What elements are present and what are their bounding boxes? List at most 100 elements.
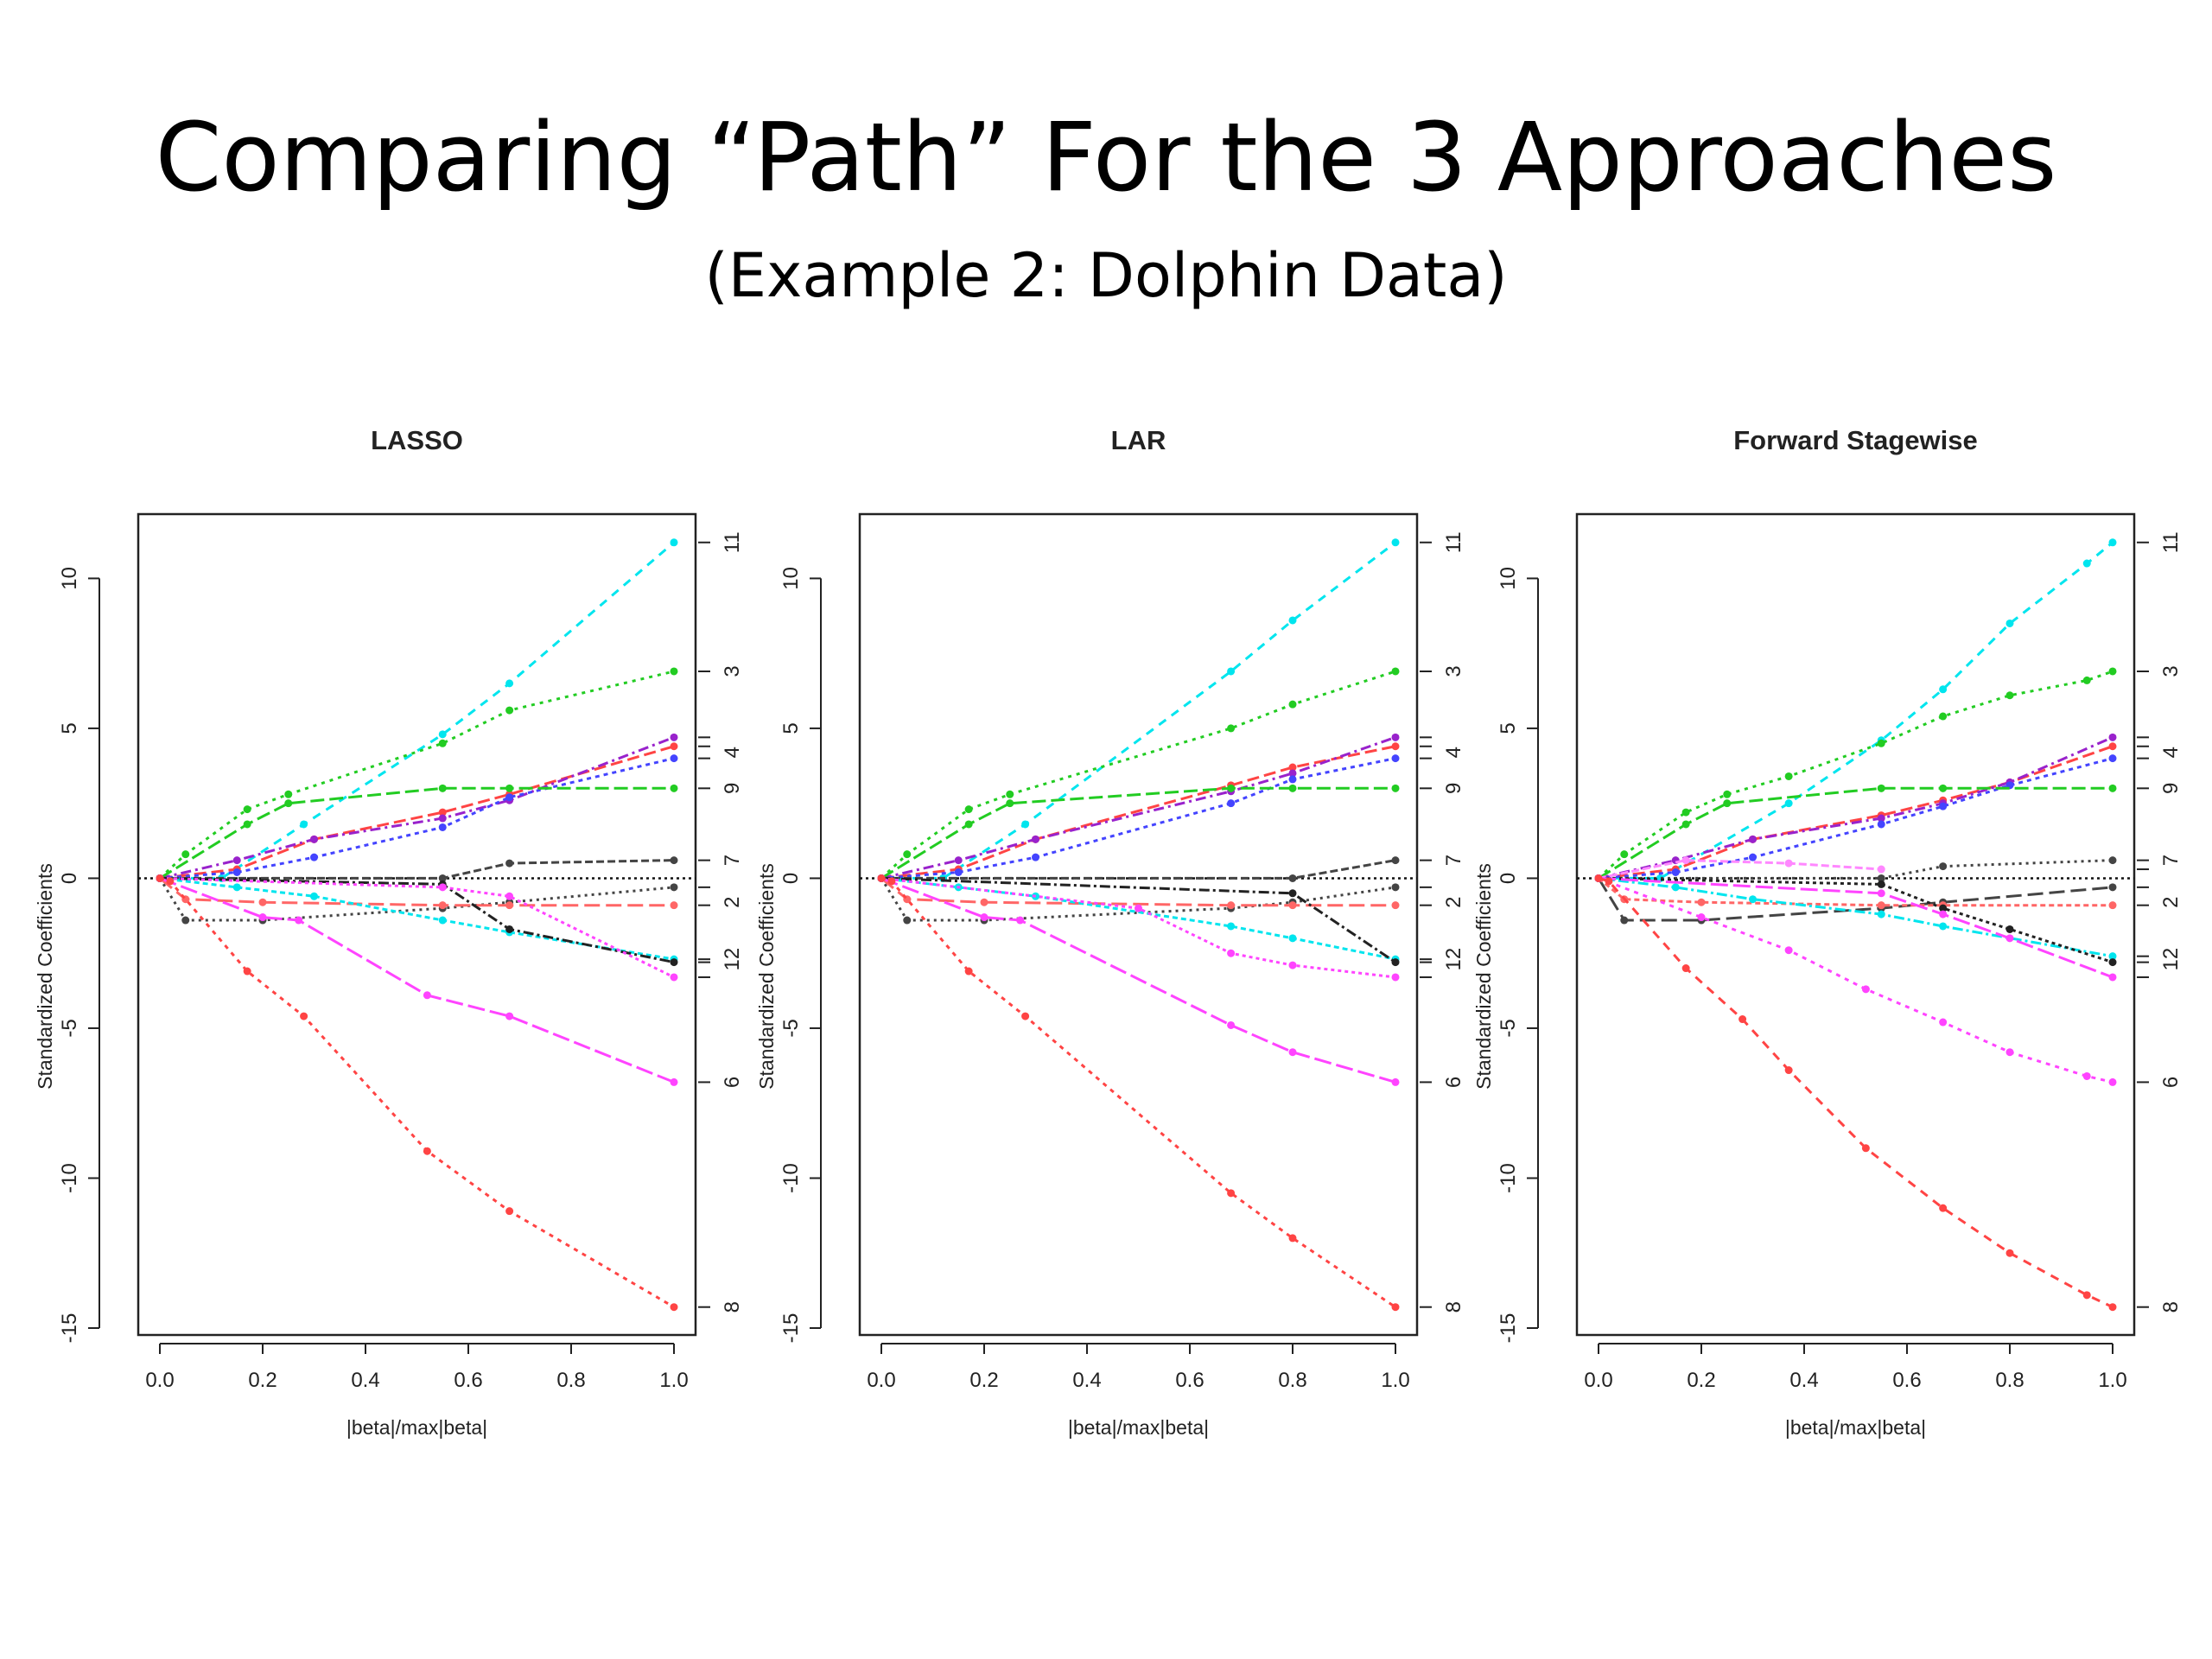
series-point [1288,769,1297,778]
x-tick-label: 0.4 [1789,1369,1818,1392]
series-point [1227,901,1236,910]
series-point [670,754,678,763]
right-axis-label: 11 [1442,531,1465,553]
x-tick-label: 1.0 [1381,1369,1409,1392]
series-point [2082,676,2091,684]
series-point [505,679,514,688]
right-axis-label: 11 [721,531,744,553]
series-point [964,805,973,814]
series-line [159,745,675,880]
series-point [1391,1077,1400,1086]
series-point [2108,973,2117,982]
series-point [2108,958,2117,967]
series-line [880,786,1395,880]
series-point [964,967,973,976]
series-point [438,739,447,747]
series-point [1391,901,1400,910]
y-tick-label: 0 [1497,873,1520,884]
series-point [1877,880,1885,888]
x-tick-label: 0.4 [1072,1369,1101,1392]
right-axis-label: 9 [2159,783,2183,794]
series-point [670,742,678,751]
series-point [300,1012,308,1020]
series-line [159,735,675,880]
right-axis-label: 6 [2159,1077,2183,1088]
series-point [1877,889,1885,898]
series-point [243,967,251,976]
slide-subtitle: (Example 2: Dolphin Data) [704,240,1508,311]
series-point [964,820,973,829]
series-point [438,823,447,831]
series-point [903,850,912,859]
series-point [243,820,251,829]
y-axis-label: Standardized Coefficients [1472,863,1495,1090]
slide-title: Comparing “Path” For the 3 Approaches [155,102,2057,213]
series-point [2005,691,2014,700]
series-point [1681,808,1690,817]
series-point [670,856,678,865]
right-axis-label: 12 [2159,948,2183,971]
series-point [1738,1015,1747,1024]
series-point [2108,784,2117,792]
y-tick-label: 5 [58,722,81,734]
series-point [1391,883,1400,892]
series-point [1877,784,1885,792]
x-axis-label: |beta|/max|beta| [346,1416,487,1439]
series-line [1598,876,2113,1309]
plot-frame [858,512,1419,1337]
series-point [1939,1204,1948,1212]
series-point [1594,874,1603,882]
right-axis-label: 8 [1442,1301,1465,1313]
series-point [1697,898,1706,906]
series-point [505,925,514,933]
series-point [1016,916,1025,925]
right-axis-label: 4 [1442,747,1465,758]
series-point [1681,820,1690,829]
series-point [1939,1018,1948,1027]
series-line [159,757,675,880]
y-tick-label: -15 [779,1313,803,1344]
series-point [1227,667,1236,676]
plot-frame [1575,512,2136,1337]
y-tick-label: 10 [58,567,81,590]
chart-title: LASSO [371,425,463,455]
x-tick-label: 0.6 [1175,1369,1204,1392]
right-axis-label: 9 [721,783,744,794]
series-point [887,877,896,886]
series-line [159,876,675,1084]
series-line [1599,541,2113,880]
series-point [980,913,988,922]
series-point [1288,616,1297,625]
x-tick-label: 0.2 [248,1369,276,1392]
series-line [160,859,675,880]
x-tick-label: 0.0 [145,1369,174,1392]
series-line [1598,876,2113,1084]
series-point [980,898,988,906]
series-line [159,786,674,880]
series-point [1391,973,1400,982]
series-point [877,874,886,882]
series-point [438,901,447,910]
series-point [1288,775,1297,784]
series-point [1288,901,1297,910]
right-axis-label: 4 [721,747,744,758]
series-point [1784,799,1793,808]
chart-title: Forward Stagewise [1733,425,1978,455]
series-point [1006,790,1014,798]
series-line [159,876,675,964]
x-tick-label: 0.4 [351,1369,379,1392]
series-point [2082,559,2091,568]
y-tick-label: 5 [1497,722,1520,734]
series-point [2005,934,2014,943]
series-point [670,1077,678,1086]
right-axis-label: 2 [2159,897,2183,908]
right-axis-label: 7 [2159,855,2183,866]
x-tick-label: 1.0 [659,1369,688,1392]
series-point [1605,877,1613,886]
series-point [903,916,912,925]
series-point [2108,1077,2117,1086]
series-point [284,790,293,798]
y-tick-label: -5 [58,1019,81,1037]
y-tick-label: -10 [1497,1163,1520,1193]
series-point [670,973,678,982]
